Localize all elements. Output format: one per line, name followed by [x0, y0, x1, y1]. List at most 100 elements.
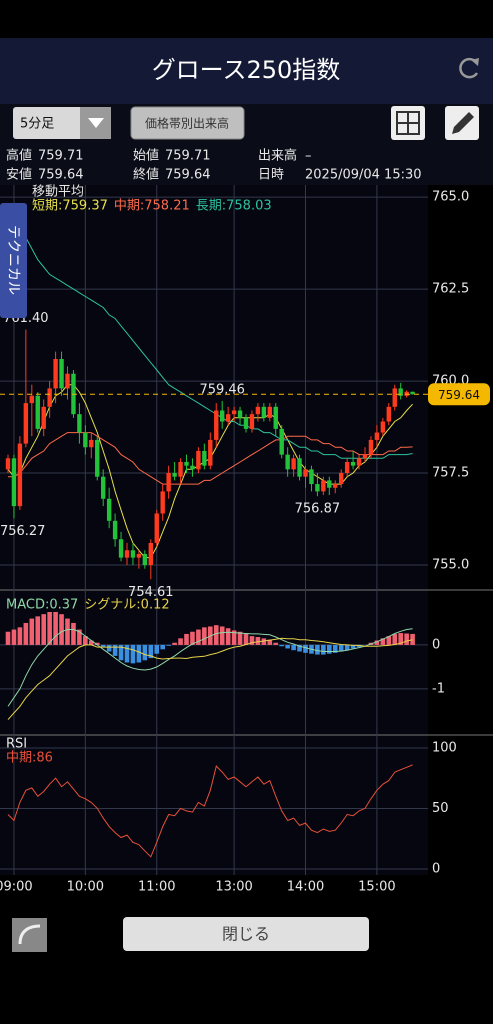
info-text: 759.64: [38, 168, 84, 183]
x-tick-label: 09:00: [0, 880, 33, 895]
histogram-bar: [29, 618, 35, 645]
info-text: 日時: [258, 168, 284, 183]
candle-body: [142, 553, 148, 565]
histogram-bar: [261, 638, 267, 645]
histogram-bar: [249, 636, 255, 645]
x-tick-label: 10:00: [67, 880, 104, 895]
candle-body: [53, 358, 58, 389]
candle-body: [178, 461, 183, 477]
info-text: 759.71: [38, 149, 84, 164]
histogram-bar: [273, 642, 279, 645]
histogram-bar: [100, 644, 106, 648]
candle-body: [249, 414, 255, 429]
candle-body: [386, 406, 391, 422]
histogram-bar: [112, 644, 118, 656]
histogram-bar: [83, 636, 88, 645]
candle-body: [83, 432, 88, 448]
candle-body: [106, 498, 112, 521]
candle-body: [184, 461, 189, 466]
edit-icon[interactable]: [445, 106, 479, 140]
y-tick-label: 100: [432, 740, 457, 755]
histogram-bar: [279, 644, 284, 647]
candle-body: [255, 406, 261, 415]
layout-icon[interactable]: [391, 106, 425, 140]
candle-body: [23, 403, 29, 444]
candle-body: [321, 480, 326, 492]
legend-title: 移動平均: [32, 185, 84, 200]
y-tick-label: 755.0: [432, 557, 469, 572]
candle-body: [47, 388, 52, 407]
candle-body: [95, 439, 100, 477]
histogram-bar: [190, 631, 195, 645]
histogram-bar: [344, 644, 350, 651]
candle-body: [362, 454, 368, 459]
histogram-bar: [94, 642, 100, 645]
series-line: [7, 204, 413, 459]
side-tab-label: テクニカル: [5, 225, 21, 295]
info-text: –: [305, 149, 312, 164]
histogram-bar: [118, 644, 124, 661]
candle-body: [196, 450, 201, 470]
legend-label: シグナル:0.12: [84, 598, 169, 613]
candle-body: [29, 395, 34, 404]
histogram-bar: [410, 633, 415, 645]
histogram-bar: [59, 614, 64, 645]
candle-body: [350, 461, 356, 466]
histogram-bar: [124, 644, 130, 663]
info-text: 終値: [133, 167, 159, 183]
histogram-bar: [243, 633, 249, 645]
plot: 09:00 10:00 11:00 13:00 14:00 15:00 765.0 762.5…: [0, 185, 490, 895]
candle-body: [303, 469, 308, 477]
candle-body: [291, 458, 296, 470]
histogram-bar: [285, 644, 290, 649]
info-text: 759.71: [165, 149, 211, 164]
y-tick-label: 765.0: [432, 190, 469, 205]
histogram-bar: [154, 644, 160, 654]
side-tab[interactable]: テクニカル: [0, 203, 27, 318]
histogram-bar: [231, 630, 237, 645]
candle-body: [231, 410, 237, 415]
histogram-bar: [374, 640, 380, 645]
candle-body: [398, 388, 403, 396]
candle-body: [339, 473, 344, 485]
candle-body: [368, 439, 374, 455]
histogram-bar: [380, 638, 386, 645]
series-line: [7, 628, 413, 707]
plot-bg: [0, 185, 428, 875]
histogram-bar: [219, 626, 225, 645]
histogram-bar: [106, 644, 112, 652]
histogram-bar: [71, 622, 76, 645]
histogram-bar: [338, 644, 344, 652]
last-price-tag: [428, 383, 490, 406]
histogram-bar: [315, 644, 320, 655]
series-line: [8, 432, 413, 485]
interval-dropdown[interactable]: 5分足: [13, 107, 111, 139]
extreme-label: 759.46: [199, 382, 245, 397]
candle-body: [124, 550, 130, 558]
candle-body: [77, 414, 82, 433]
back-icon[interactable]: [12, 918, 47, 952]
interval-label: 5分足: [20, 117, 54, 132]
close-button[interactable]: 閉じる: [123, 917, 369, 951]
last-price-label: 759.64: [438, 388, 480, 402]
candle-body: [65, 373, 70, 389]
histogram-bar: [77, 629, 82, 645]
candle-body: [11, 458, 17, 507]
candle-body: [279, 428, 284, 455]
close-label: 閉じる: [222, 925, 270, 944]
candle-body: [35, 395, 40, 429]
x-tick-label: 13:00: [215, 880, 252, 895]
candle-body: [17, 443, 23, 507]
histogram-bar: [202, 627, 207, 645]
candle-body: [118, 539, 124, 558]
candle-body: [5, 458, 11, 470]
y-tick-label: 757.5: [432, 466, 469, 481]
volume-profile-button[interactable]: 価格帯別出来高: [130, 106, 245, 140]
candle-body: [154, 513, 159, 543]
info-text: 高値: [6, 148, 32, 164]
candle-body: [267, 406, 272, 418]
refresh-icon[interactable]: [459, 57, 479, 79]
histogram-bar: [184, 633, 189, 645]
histogram-bar: [53, 611, 58, 645]
